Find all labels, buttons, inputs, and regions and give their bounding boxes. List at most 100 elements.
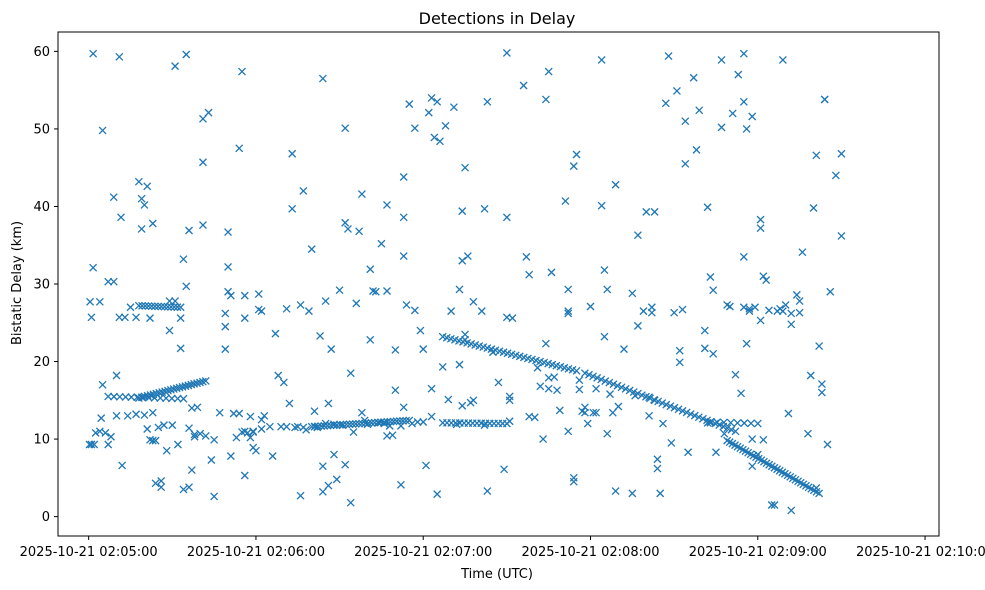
data-point (369, 287, 378, 295)
data-point (240, 291, 249, 300)
data-point (609, 380, 618, 389)
data-point (438, 363, 447, 371)
data-point (455, 285, 464, 294)
data-point (756, 224, 765, 233)
data-point (148, 436, 157, 445)
data-point (817, 388, 826, 397)
data-point (147, 302, 156, 311)
data-point (190, 432, 199, 441)
data-point (675, 358, 684, 367)
data-point (310, 407, 319, 416)
data-point (117, 213, 125, 222)
data-point (249, 427, 258, 436)
x-tick-label: 2025-10-21 02:08:00 (521, 545, 659, 560)
data-point (742, 124, 751, 133)
data-point (483, 97, 492, 106)
data-point (134, 177, 143, 186)
data-point (628, 489, 637, 498)
data-point (572, 366, 581, 375)
y-tick-label: 20 (33, 355, 50, 370)
data-point (140, 392, 149, 401)
data-point (235, 144, 244, 153)
data-point (661, 99, 670, 108)
data-point (86, 297, 95, 306)
data-point (316, 331, 325, 340)
data-point (95, 297, 104, 306)
data-point (367, 418, 376, 427)
data-point (254, 290, 263, 299)
data-point (173, 394, 182, 403)
data-point (430, 133, 439, 142)
data-point (670, 308, 679, 317)
data-point (469, 396, 478, 405)
data-point (118, 461, 127, 470)
data-point (210, 492, 219, 501)
data-point (235, 409, 244, 418)
data-point (137, 224, 146, 233)
data-point (112, 371, 121, 380)
y-axis-label: Bistatic Delay (km) (10, 221, 25, 345)
data-point (320, 421, 329, 430)
data-point (608, 408, 617, 417)
data-point (182, 282, 191, 291)
data-point (748, 462, 757, 471)
data-point (519, 81, 528, 90)
y-axis: 0 10 20 30 40 50 60 (33, 45, 58, 525)
data-point (603, 429, 612, 438)
data-point (345, 420, 354, 429)
data-point (739, 303, 748, 312)
data-point (193, 379, 201, 388)
data-point (210, 435, 219, 444)
data-point (364, 419, 373, 428)
data-point (689, 73, 698, 82)
data-point (580, 408, 589, 417)
data-point (187, 466, 196, 475)
data-point (555, 406, 564, 415)
x-tick-label: 2025-10-21 02:06:00 (187, 545, 325, 560)
data-point (569, 162, 578, 171)
data-point (265, 422, 274, 431)
data-point (728, 109, 737, 118)
data-point (288, 149, 297, 158)
data-point (132, 410, 141, 419)
data-point (628, 289, 637, 298)
data-point (137, 194, 146, 203)
data-point (600, 266, 609, 275)
data-point (193, 403, 202, 412)
data-point (176, 344, 185, 353)
data-point (764, 306, 773, 315)
data-point (127, 393, 136, 402)
data-point (650, 207, 659, 216)
data-point (391, 345, 400, 354)
x-tick-label: 2025-10-21 02:07:00 (354, 545, 492, 560)
data-point (653, 464, 662, 473)
data-point (98, 380, 107, 389)
data-point (762, 276, 771, 285)
data-point (586, 302, 595, 311)
data-point (502, 213, 511, 222)
data-point (731, 370, 740, 379)
data-point (740, 419, 749, 428)
data-point (690, 411, 699, 420)
data-point (157, 302, 166, 311)
data-point (95, 427, 104, 436)
data-point (698, 414, 707, 423)
data-point (271, 329, 280, 338)
data-point (151, 436, 160, 445)
data-point (109, 277, 118, 286)
data-point (138, 301, 147, 310)
data-point (224, 287, 233, 296)
data-point (592, 384, 601, 393)
data-point (346, 498, 355, 507)
data-point (717, 55, 726, 64)
data-point (185, 483, 193, 492)
data-point (167, 394, 176, 403)
data-point (424, 108, 433, 117)
data-point (257, 415, 266, 424)
data-point (240, 314, 249, 323)
data-point (107, 432, 115, 441)
x-tick-label: 2025-10-21 02:10:00 (856, 545, 985, 560)
data-point (162, 446, 171, 455)
data-point (625, 386, 634, 395)
plot-frame (57, 31, 940, 537)
